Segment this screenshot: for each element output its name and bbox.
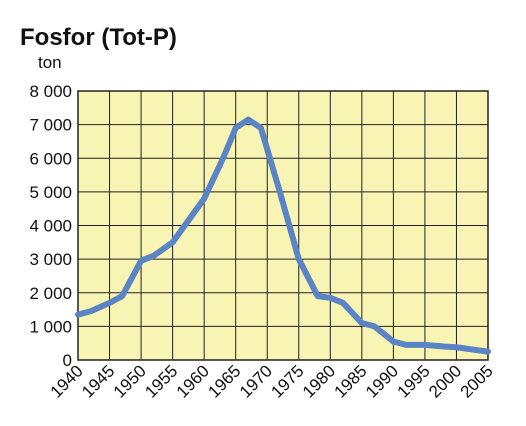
x-tick-label: 1975	[267, 361, 307, 401]
x-tick-label: 1990	[362, 361, 402, 401]
y-tick-label: 4 000	[29, 217, 72, 236]
data-line	[75, 116, 491, 355]
chart-title: Fosfor (Tot-P)	[20, 24, 177, 51]
x-tick-label: 1970	[236, 361, 276, 401]
plot-border	[77, 90, 489, 361]
x-tick-label: 2000	[425, 361, 465, 401]
x-tick-label: 1985	[330, 361, 370, 401]
x-tick-label: 1955	[141, 361, 181, 401]
y-tick-label: 2 000	[29, 284, 72, 303]
x-tick-label: 1965	[204, 361, 244, 401]
x-tick-label: 1950	[110, 361, 150, 401]
y-tick-label: 0	[63, 351, 72, 370]
y-tick-label: 5 000	[29, 183, 72, 202]
x-tick-label: 1980	[299, 361, 339, 401]
x-tick-label: 1960	[173, 361, 213, 401]
x-tick-label: 2005	[457, 361, 497, 401]
x-tick-label: 1940	[47, 361, 87, 401]
x-tick-label: 1945	[78, 361, 118, 401]
y-tick-label: 3 000	[29, 250, 72, 269]
y-tick-label: 7 000	[29, 116, 72, 135]
y-tick-label: 1 000	[29, 317, 72, 336]
y-tick-label: 6 000	[29, 149, 72, 168]
y-axis-label: ton	[38, 53, 62, 72]
y-tick-label: 8 000	[29, 82, 72, 101]
x-tick-label: 1995	[394, 361, 434, 401]
